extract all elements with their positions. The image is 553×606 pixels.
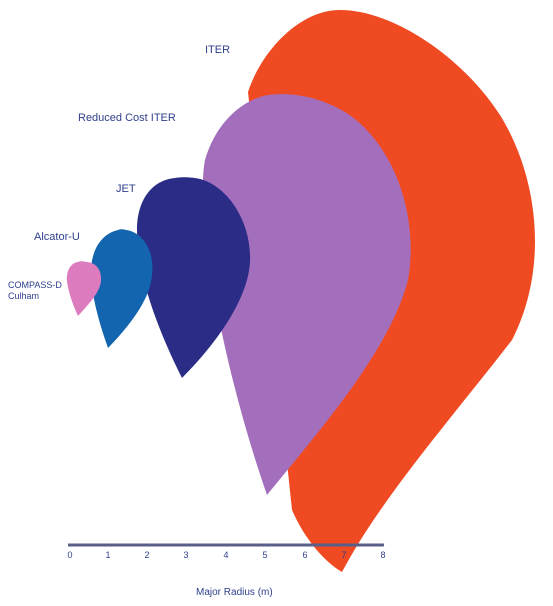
tick-label-3: 3 <box>183 550 188 560</box>
jet-label: JET <box>116 183 136 195</box>
tick-label-0: 0 <box>67 550 72 560</box>
tick-label-2: 2 <box>144 550 149 560</box>
tick-label-4: 4 <box>223 550 228 560</box>
axis-tick-labels: 0 1 2 3 4 5 6 7 8 <box>67 550 385 560</box>
tick-label-6: 6 <box>302 550 307 560</box>
alcator-u-plasma-shape <box>90 229 153 348</box>
alcator-u-label: Alcator-U <box>34 231 80 243</box>
tick-label-5: 5 <box>262 550 267 560</box>
jet-plasma-shape <box>137 177 251 378</box>
compass-d-location-label: Culham <box>8 291 40 301</box>
tick-label-8: 8 <box>380 550 385 560</box>
tick-label-7: 7 <box>341 550 346 560</box>
axis-title: Major Radius (m) <box>196 587 273 598</box>
tick-label-1: 1 <box>105 550 110 560</box>
compass-d-plasma-shape <box>66 261 102 316</box>
iter-label: ITER <box>205 44 231 56</box>
reduced-cost-iter-label: Reduced Cost ITER <box>78 112 176 124</box>
compass-d-label: COMPASS-D <box>8 280 62 290</box>
reduced-cost-iter-plasma-shape <box>202 94 411 495</box>
